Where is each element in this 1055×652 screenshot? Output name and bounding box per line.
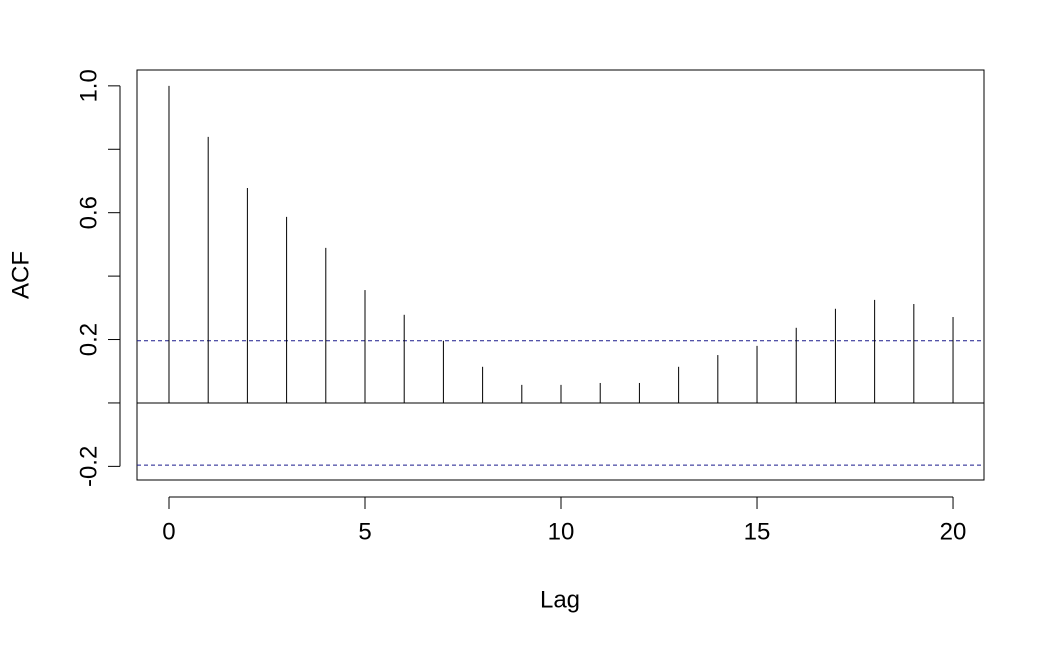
x-tick-label: 10: [548, 518, 575, 545]
plot-frame: [136, 69, 985, 481]
y-axis-label: ACF: [7, 251, 34, 299]
y-tick-label: 0.2: [75, 323, 102, 356]
y-tick-label: 1.0: [75, 69, 102, 102]
x-tick-label: 20: [940, 518, 967, 545]
x-tick-label: 0: [162, 518, 175, 545]
x-tick-label: 15: [744, 518, 771, 545]
y-tick-label: -0.2: [75, 446, 102, 487]
y-tick-label: 0.6: [75, 196, 102, 229]
x-axis-label: Lag: [540, 586, 580, 613]
x-tick-label: 5: [358, 518, 371, 545]
